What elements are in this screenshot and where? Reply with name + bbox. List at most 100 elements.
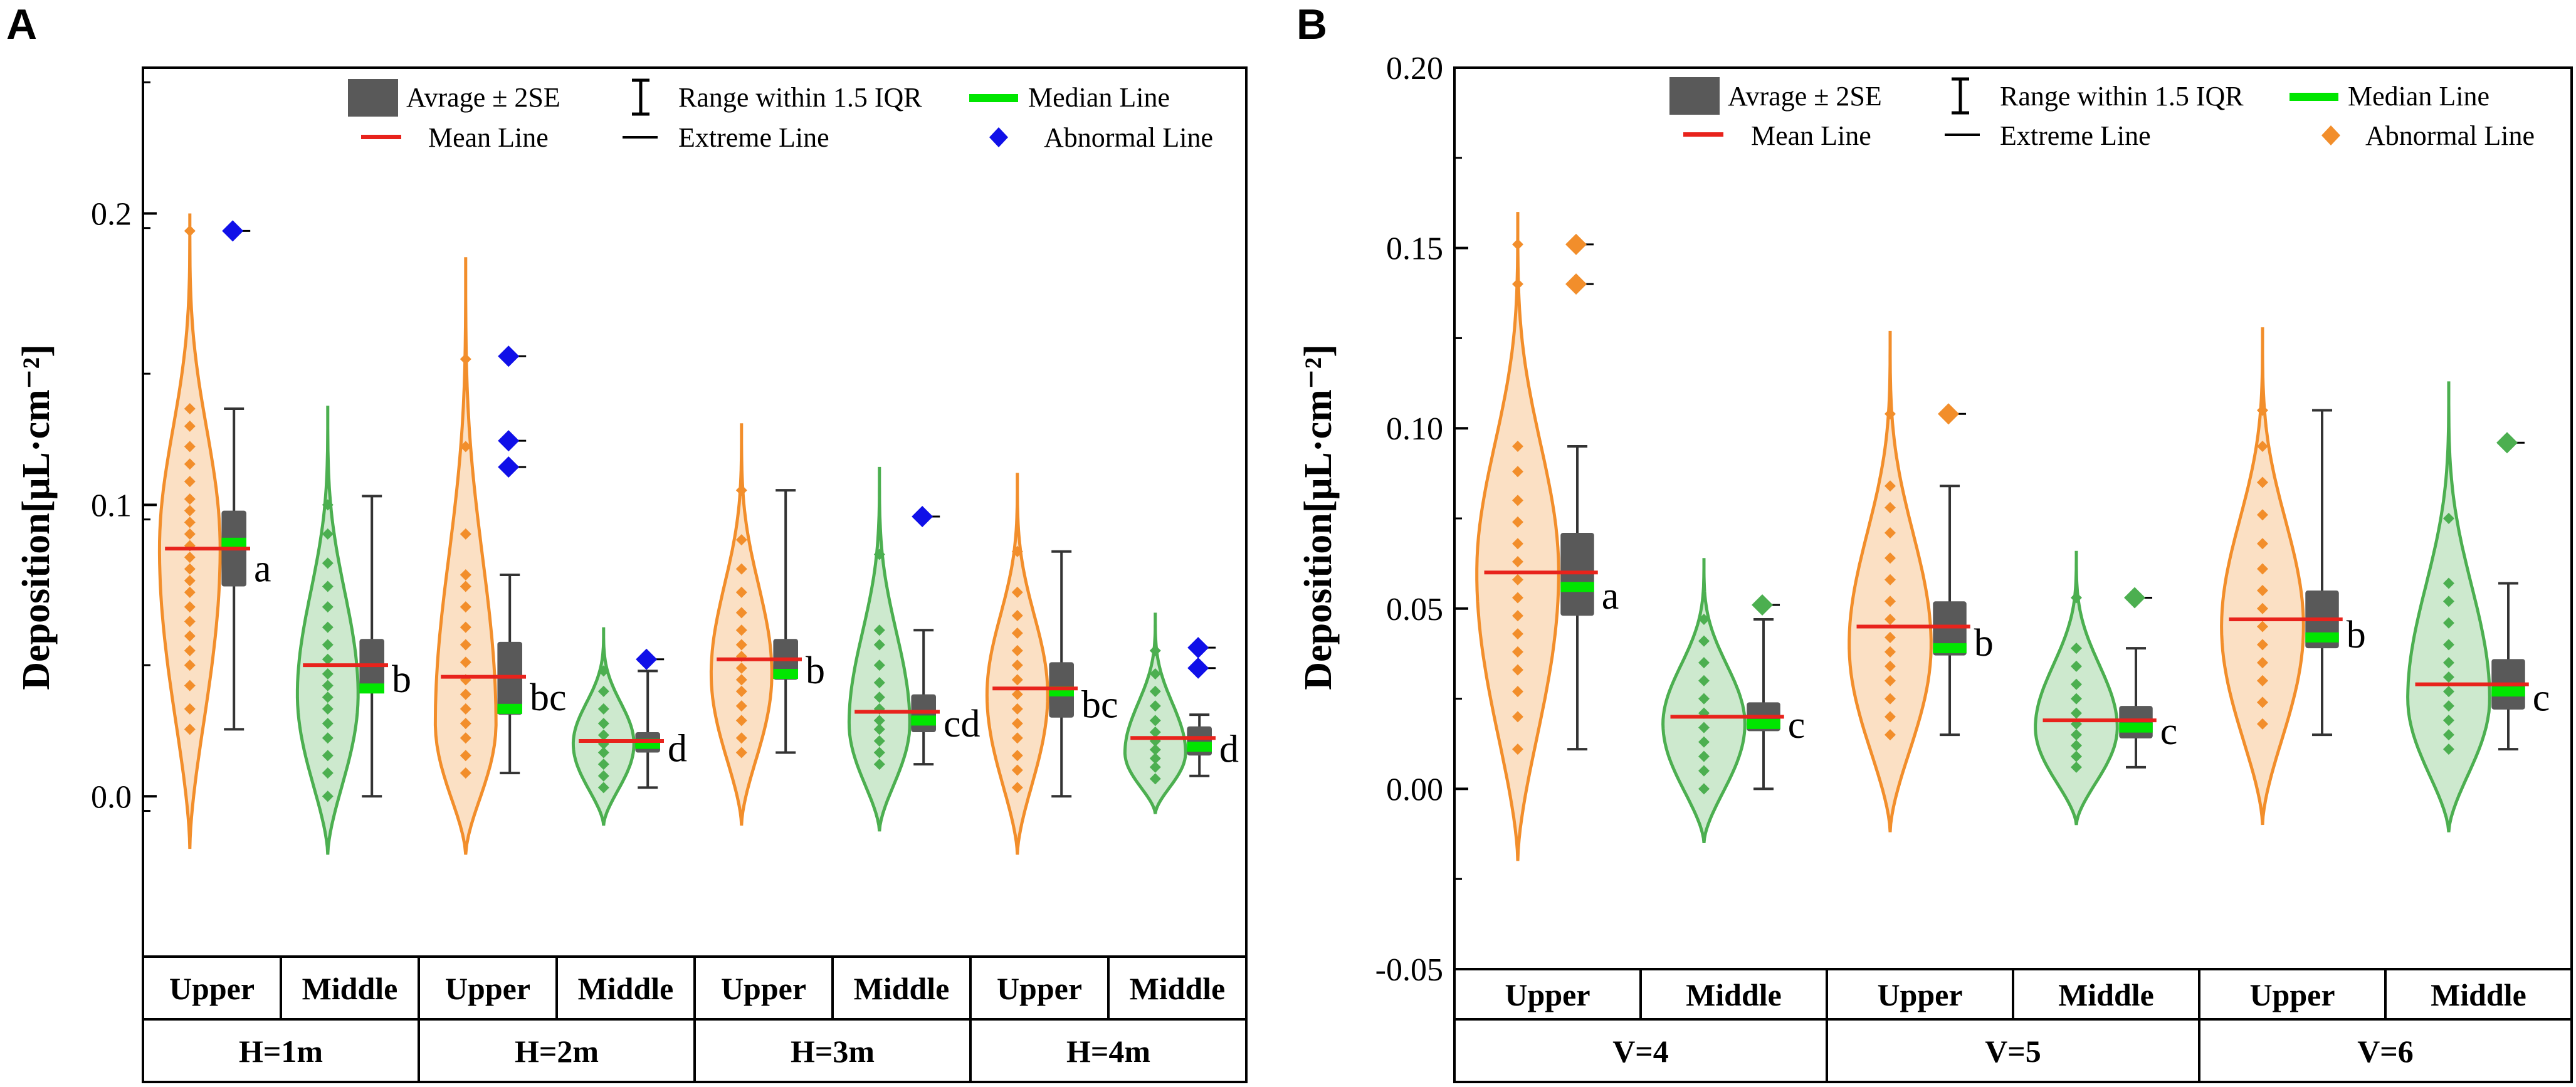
panel-b-y-ticks: -0.05 0.00 0.05 0.10 0.15 0.20 — [1375, 51, 1468, 988]
data-point — [1511, 440, 1523, 452]
significance-label: b — [2347, 614, 2366, 656]
legend-abnormal-label: Abnormal Line — [1044, 122, 1213, 153]
data-point — [2070, 750, 2082, 762]
data-point — [1884, 729, 1896, 741]
data-point — [1884, 408, 1896, 420]
significance-label: d — [1219, 728, 1239, 771]
data-point — [1011, 674, 1023, 686]
panel-b-legend: Avrage ± 2SE Range within 1.5 IQR Median… — [1669, 77, 2535, 151]
data-point — [1511, 278, 1523, 290]
data-point — [2442, 729, 2454, 741]
median-line — [1187, 742, 1212, 752]
data-point — [460, 688, 471, 700]
data-point — [1011, 545, 1023, 557]
data-point — [2070, 729, 2082, 741]
data-point — [2070, 678, 2082, 690]
data-point — [184, 586, 196, 598]
data-point — [735, 700, 747, 712]
significance-label: c — [1788, 704, 1806, 747]
data-point — [1884, 574, 1896, 586]
data-point — [322, 691, 334, 703]
median-line — [1747, 718, 1780, 729]
data-point — [1884, 675, 1896, 686]
data-point — [873, 639, 885, 651]
panel-a-y-axis-label: Deposition[μL·cm⁻²] — [15, 344, 58, 690]
group-label: H=1m — [239, 1034, 323, 1069]
data-point — [1011, 644, 1023, 656]
data-point — [322, 680, 334, 691]
data-point — [322, 557, 334, 569]
violin-group-V4-upper: a — [1475, 212, 1619, 861]
data-point — [460, 580, 471, 592]
group-label: V=4 — [1612, 1034, 1669, 1069]
violin-group-V5-upper: b — [1848, 330, 1994, 832]
data-point — [2070, 761, 2082, 773]
abnormal-point — [498, 430, 520, 452]
panel-b-y-axis-label: Deposition[μL·cm⁻²] — [1297, 344, 1340, 690]
data-point — [184, 458, 196, 470]
data-point — [184, 630, 196, 642]
legend-range-icon — [1952, 77, 1969, 115]
data-point — [322, 639, 334, 651]
data-point — [184, 493, 196, 505]
median-line — [359, 683, 384, 694]
data-point — [2442, 686, 2454, 698]
data-point — [322, 653, 334, 665]
data-point — [735, 485, 747, 496]
data-point — [2256, 404, 2268, 416]
data-point — [2442, 700, 2454, 712]
data-point — [460, 441, 471, 453]
data-point — [1698, 783, 1710, 795]
category-label-middle: Middle — [2431, 977, 2526, 1012]
data-point — [2442, 617, 2454, 629]
data-point — [1149, 644, 1161, 656]
data-point — [184, 563, 196, 575]
data-point — [1884, 552, 1896, 564]
data-point — [460, 656, 471, 668]
category-label-upper: Upper — [1877, 977, 1962, 1012]
data-point — [735, 715, 747, 727]
data-point — [873, 747, 885, 759]
panel-b-marks: a c b c b c — [1475, 212, 2550, 861]
significance-label: cd — [944, 703, 980, 745]
data-point — [184, 402, 196, 414]
data-point — [322, 621, 334, 633]
data-point — [1884, 596, 1896, 607]
median-line — [2491, 686, 2525, 697]
data-point — [1511, 574, 1523, 586]
data-point — [2256, 696, 2268, 708]
panel-b-letter: B — [1296, 1, 1327, 48]
data-point — [597, 782, 609, 794]
data-point — [1011, 659, 1023, 671]
significance-label: bc — [1081, 684, 1118, 727]
data-point — [322, 703, 334, 715]
group-label: H=4m — [1066, 1034, 1150, 1069]
data-point — [1884, 693, 1896, 705]
legend-abnormal-marker — [989, 127, 1008, 147]
data-point — [322, 718, 334, 730]
data-point — [460, 569, 471, 580]
data-point — [1884, 631, 1896, 643]
y-tick-label: 0.1 — [91, 488, 132, 523]
data-point — [184, 505, 196, 517]
legend-extreme-swatch — [623, 136, 658, 139]
data-point — [2256, 509, 2268, 521]
abnormal-point — [2496, 432, 2518, 454]
data-point — [597, 729, 609, 741]
data-point — [1698, 722, 1710, 733]
significance-label: c — [2533, 677, 2550, 720]
abnormal-point — [498, 345, 520, 367]
data-point — [1698, 765, 1710, 777]
significance-label: a — [1602, 575, 1619, 617]
data-point — [1149, 761, 1161, 773]
data-point — [2256, 563, 2268, 575]
abnormal-point — [1565, 233, 1587, 255]
abnormal-point — [498, 456, 520, 478]
data-point — [735, 662, 747, 674]
data-point — [2070, 740, 2082, 752]
significance-label: c — [2160, 710, 2178, 753]
violin-group-H1m-upper: a — [157, 213, 271, 849]
data-point — [873, 691, 885, 703]
data-point — [322, 580, 334, 592]
legend-mean-label: Mean Line — [428, 122, 549, 153]
